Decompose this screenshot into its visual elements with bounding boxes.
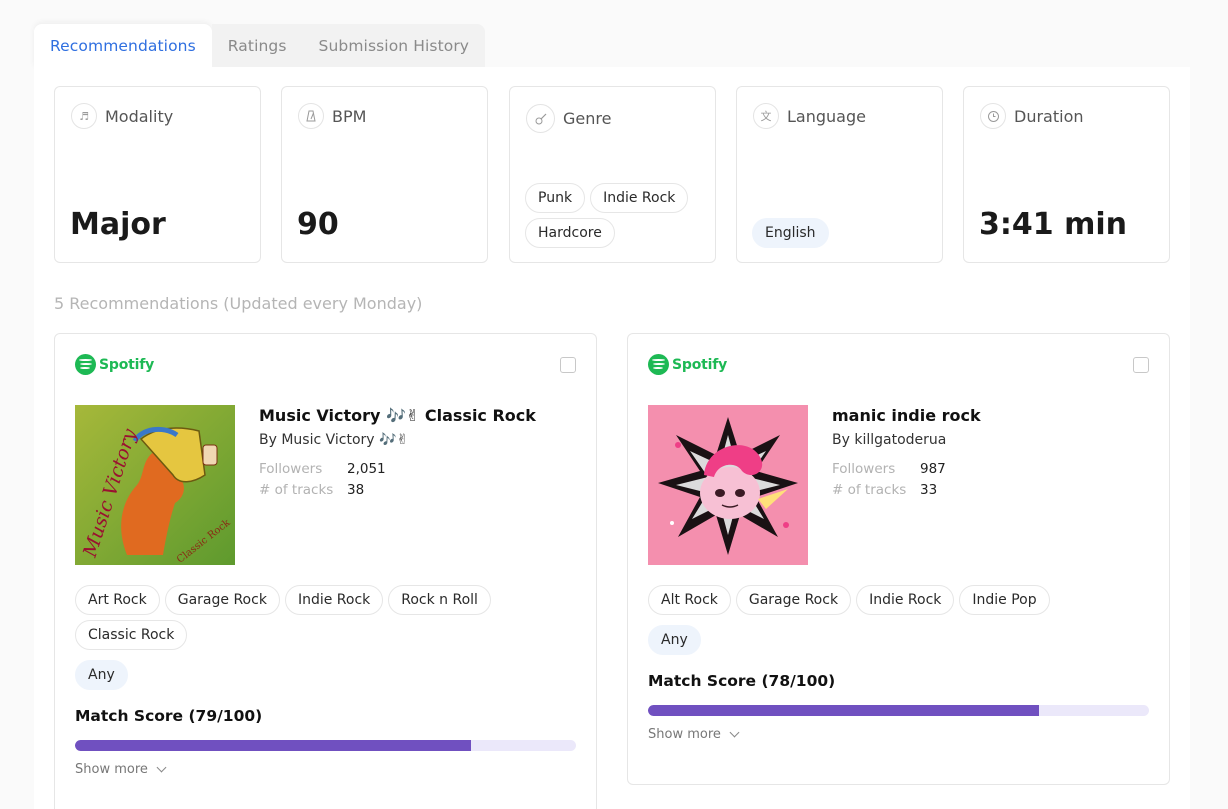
playlist-cover[interactable]: Music Victory Classic Rock [75, 405, 235, 565]
spotify-logo: Spotify [648, 354, 727, 375]
followers-value: 987 [920, 460, 946, 477]
show-more-label: Show more [648, 727, 721, 742]
recommendation-card: Spotify Music Victory Classic Rock Music… [54, 333, 597, 809]
chevron-down-icon [156, 762, 167, 773]
playlist-cover[interactable] [648, 405, 808, 565]
playlist-info: Music Victory 🎶✌ Classic Rock By Music V… [259, 406, 576, 500]
recommendations-count: 5 Recommendations (Updated every Monday) [54, 294, 423, 313]
stat-card-genre: Genre Punk Indie Rock Hardcore [509, 86, 716, 263]
genre-tag: Art Rock [75, 585, 160, 615]
playlist-info: manic indie rock By killgatoderua Follow… [832, 406, 1149, 500]
recommendation-card: Spotify manic indie rock By killgatoderu… [627, 333, 1170, 785]
language-tag: Any [648, 625, 701, 655]
show-more-label: Show more [75, 762, 148, 777]
guitar-icon [526, 104, 555, 133]
match-score-label: Match Score (78/100) [648, 672, 836, 690]
tab-recommendations[interactable]: Recommendations [34, 24, 212, 68]
followers-label: Followers [259, 460, 323, 477]
tracks-label: # of tracks [259, 481, 334, 498]
stat-card-duration: Duration 3:41 min [963, 86, 1170, 263]
playlist-meta: Followers 987 # of tracks 33 [832, 458, 1149, 500]
stat-card-bpm: BPM 90 [281, 86, 488, 263]
genre-tag: Indie Rock [856, 585, 955, 615]
match-score-fill [648, 705, 1039, 716]
genre-tag: Indie Rock [590, 183, 689, 213]
match-score-bar [648, 705, 1149, 716]
tab-submission-history[interactable]: Submission History [302, 24, 486, 68]
select-checkbox[interactable] [1133, 357, 1149, 373]
playlist-tags: Art Rock Garage Rock Indie Rock Rock n R… [75, 585, 576, 690]
language-tag: English [752, 218, 829, 248]
stat-label: BPM [332, 106, 367, 126]
genre-tag: Indie Rock [284, 585, 384, 615]
stat-label: Language [787, 106, 866, 126]
spotify-icon [648, 354, 669, 375]
tab-bar: Recommendations Ratings Submission Histo… [34, 24, 486, 68]
show-more-button[interactable]: Show more [648, 727, 740, 742]
stat-card-language: 文 Language English [736, 86, 943, 263]
stat-label: Genre [563, 109, 612, 128]
match-score-fill [75, 740, 471, 751]
spotify-icon [75, 354, 96, 375]
playlist-meta: Followers 2,051 # of tracks 38 [259, 458, 576, 500]
stat-value-duration: 3:41 min [979, 207, 1127, 242]
playlist-title[interactable]: Music Victory 🎶✌ Classic Rock [259, 406, 536, 425]
select-checkbox[interactable] [560, 357, 576, 373]
spotify-logo: Spotify [75, 354, 154, 375]
show-more-button[interactable]: Show more [75, 762, 167, 777]
stat-label: Modality [105, 106, 174, 126]
genre-tag: Hardcore [525, 218, 615, 248]
playlist-owner: By killgatoderua [832, 432, 947, 448]
genre-tag: Rock n Roll [388, 585, 491, 615]
followers-value: 2,051 [347, 460, 386, 477]
stat-label: Duration [1014, 106, 1084, 126]
playlist-tags: Alt Rock Garage Rock Indie Rock Indie Po… [648, 585, 1149, 655]
tracks-value: 33 [920, 481, 938, 498]
metronome-icon [298, 103, 324, 129]
match-score-label: Match Score (79/100) [75, 707, 263, 725]
stat-value-modality: Major [70, 207, 166, 242]
genre-tag: Indie Pop [959, 585, 1050, 615]
genre-tag: Garage Rock [164, 585, 280, 615]
language-tags: English [752, 218, 932, 248]
playlist-owner: By Music Victory 🎶✌ [259, 432, 409, 448]
genre-tag: Alt Rock [648, 585, 731, 615]
genre-tag: Garage Rock [735, 585, 852, 615]
clock-icon [980, 103, 1006, 129]
language-tag: Any [75, 660, 128, 690]
chevron-down-icon [729, 727, 740, 738]
genre-tag: Punk [525, 183, 586, 213]
tab-ratings[interactable]: Ratings [211, 24, 303, 68]
genre-tags: Punk Indie Rock Hardcore [525, 183, 705, 248]
spotify-wordmark: Spotify [672, 356, 728, 373]
tracks-label: # of tracks [832, 481, 907, 498]
tracks-value: 38 [347, 481, 365, 498]
playlist-title[interactable]: manic indie rock [832, 406, 981, 425]
music-note-icon: ♬ [71, 103, 97, 129]
genre-tag: Classic Rock [75, 620, 188, 650]
stat-value-bpm: 90 [297, 207, 339, 242]
stat-card-modality: ♬ Modality Major [54, 86, 261, 263]
spotify-wordmark: Spotify [99, 356, 155, 373]
followers-label: Followers [832, 460, 896, 477]
match-score-bar [75, 740, 576, 751]
translate-icon: 文 [753, 103, 779, 129]
